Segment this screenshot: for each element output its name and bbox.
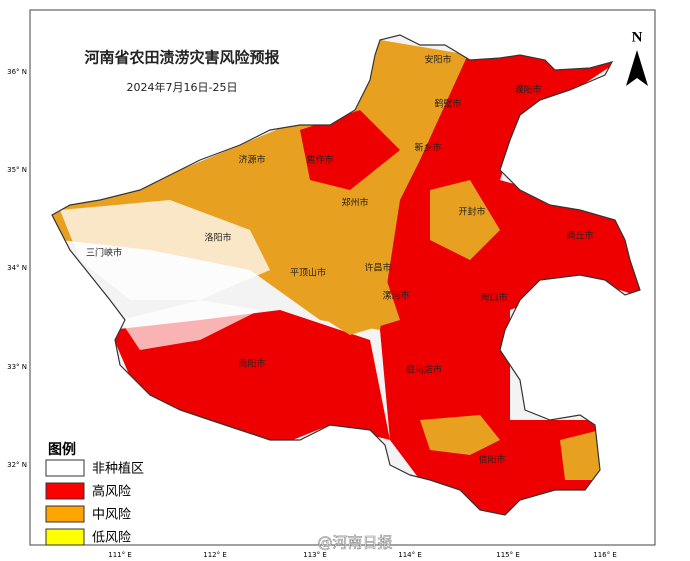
city-label: 鹤壁市 bbox=[434, 98, 461, 110]
lon-label: 112° E bbox=[203, 551, 227, 559]
lon-label: 115° E bbox=[496, 551, 520, 559]
non-planting bbox=[60, 200, 270, 300]
lon-label: 113° E bbox=[303, 551, 327, 559]
city-label: 济源市 bbox=[238, 154, 265, 166]
high-risk-zone bbox=[300, 110, 400, 190]
medium-risk-zone bbox=[560, 430, 600, 480]
map-date: 2024年7月16日-25日 bbox=[127, 80, 238, 94]
city-label: 许昌市 bbox=[364, 262, 391, 274]
legend-swatch bbox=[45, 459, 85, 477]
legend-swatch bbox=[45, 482, 85, 500]
city-label: 平顶山市 bbox=[290, 267, 326, 279]
map-title: 河南省农田渍涝灾害风险预报 bbox=[84, 49, 279, 67]
city-label: 周口市 bbox=[480, 292, 507, 304]
medium-risk-zone bbox=[300, 260, 400, 335]
north-arrow bbox=[626, 50, 648, 86]
lat-label: 36° N bbox=[7, 68, 27, 76]
non-planting bbox=[120, 300, 260, 350]
high-risk-zone bbox=[380, 50, 640, 515]
lat-label: 32° N bbox=[7, 461, 27, 469]
medium-risk-zone bbox=[420, 415, 500, 455]
lat-label: 35° N bbox=[7, 166, 27, 174]
city-label: 信阳市 bbox=[478, 454, 505, 466]
legend-label: 非种植区 bbox=[92, 462, 144, 477]
legend-label: 低风险 bbox=[92, 531, 131, 546]
city-label: 郑州市 bbox=[341, 197, 368, 209]
north-label: N bbox=[632, 29, 643, 45]
city-label: 三门峡市 bbox=[86, 247, 122, 259]
legend-title: 图例 bbox=[48, 441, 76, 458]
medium-risk-zone bbox=[430, 180, 500, 260]
legend-label: 中风险 bbox=[92, 508, 131, 523]
lon-label: 111° E bbox=[108, 551, 132, 559]
city-label: 漯河市 bbox=[382, 290, 409, 302]
city-label: 安阳市 bbox=[424, 54, 451, 66]
city-label: 濮阳市 bbox=[514, 84, 541, 96]
legend-swatch bbox=[45, 528, 85, 546]
city-label: 开封市 bbox=[458, 206, 485, 218]
city-label: 驻马店市 bbox=[406, 364, 442, 376]
city-label: 南阳市 bbox=[238, 358, 265, 370]
city-label: 商丘市 bbox=[566, 230, 593, 242]
lat-label: 33° N bbox=[7, 363, 27, 371]
legend-swatch bbox=[45, 505, 85, 523]
map-frame bbox=[29, 9, 656, 546]
city-label: 新乡市 bbox=[414, 142, 441, 154]
lon-label: 116° E bbox=[593, 551, 617, 559]
city-label: 焦作市 bbox=[306, 154, 333, 166]
legend-label: 高风险 bbox=[92, 484, 131, 500]
lon-label: 114° E bbox=[398, 551, 422, 559]
watermark: @河南日报 bbox=[317, 534, 392, 552]
lat-label: 34° N bbox=[7, 264, 27, 272]
medium-risk-zone bbox=[52, 40, 480, 330]
city-label: 洛阳市 bbox=[204, 232, 231, 244]
